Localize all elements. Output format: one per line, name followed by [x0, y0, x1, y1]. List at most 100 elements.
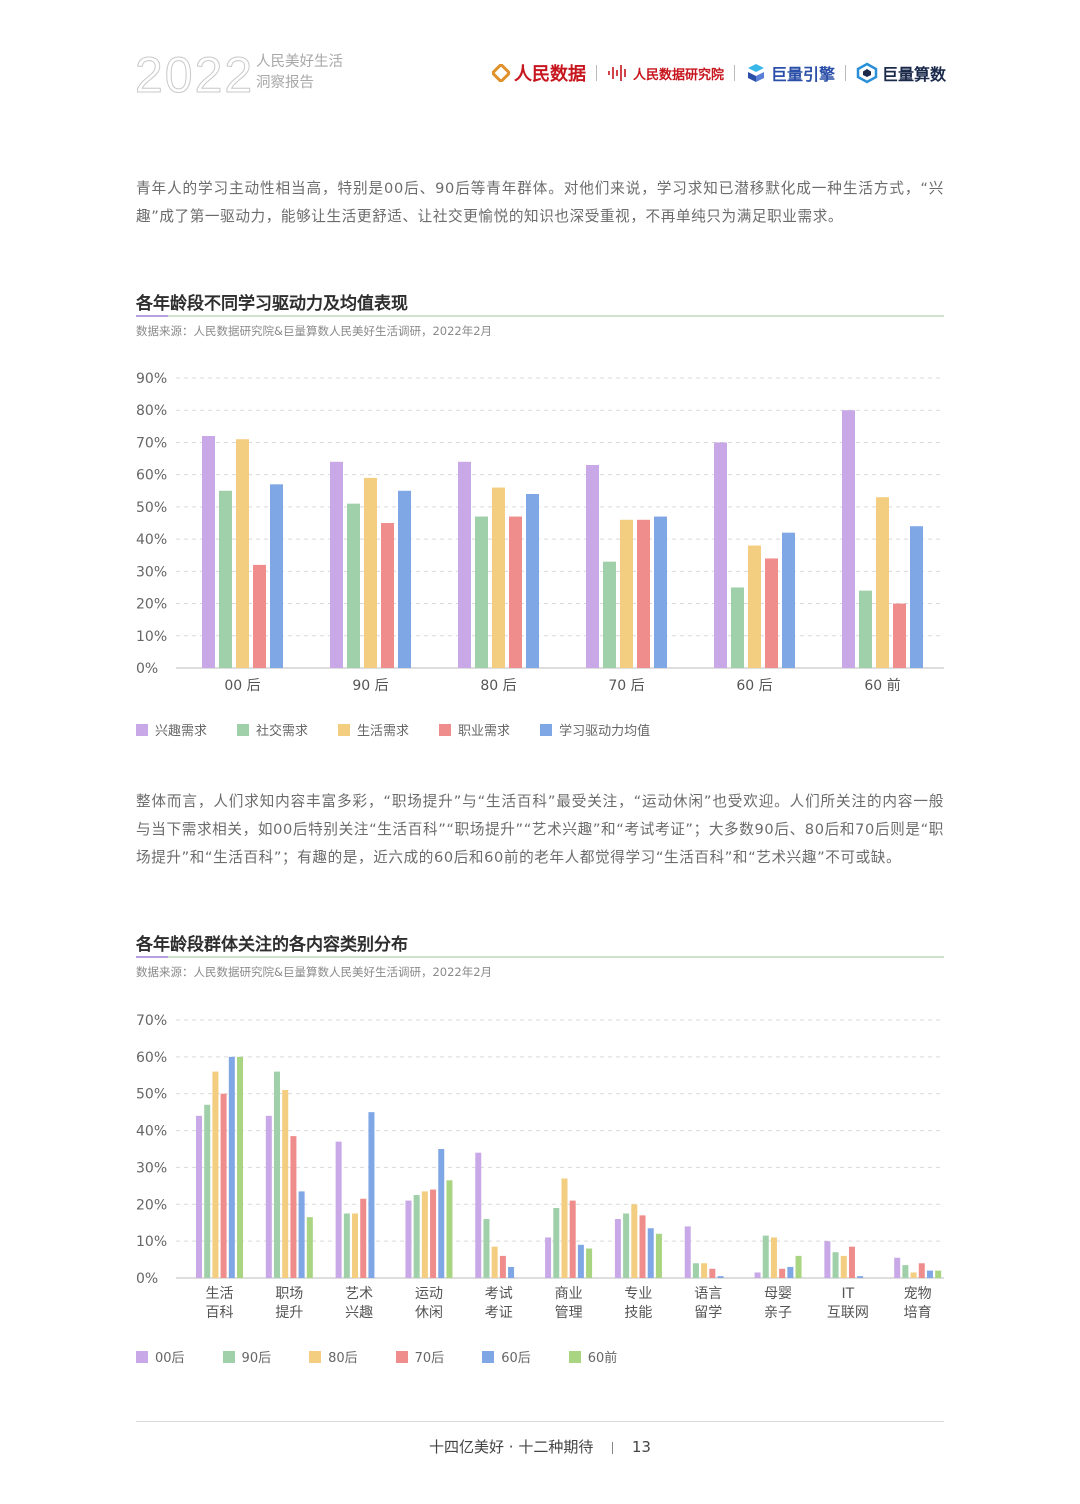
x-category-label: 培育	[904, 1305, 932, 1321]
bar	[236, 439, 249, 668]
page-footer: 十四亿美好 · 十二种期待 13	[0, 1436, 1080, 1457]
legend-swatch	[568, 1350, 581, 1363]
legend-label: 60后	[501, 1351, 531, 1366]
bar	[430, 1189, 437, 1278]
chart1-learning-drivers: 0% 10% 20% 30% 40% 50% 60% 70% 80% 90% 00 后 90 后 80 …	[136, 371, 944, 694]
x-category-label: 兴趣	[345, 1305, 373, 1321]
bar	[360, 1198, 367, 1278]
ocean-engine-logo-text: 巨量引擎	[770, 65, 835, 84]
bar	[204, 1104, 211, 1278]
y-tick-label: 0%	[136, 1271, 158, 1287]
bar	[202, 436, 215, 668]
legend-item: 00后	[136, 1347, 185, 1366]
y-tick-label: 40%	[136, 1124, 167, 1140]
bar	[282, 1090, 289, 1278]
bar	[228, 1056, 235, 1278]
x-category-label: IT	[842, 1286, 855, 1302]
y-tick-label: 60%	[136, 1050, 167, 1066]
y-tick-label: 60%	[136, 468, 167, 484]
bar	[603, 561, 616, 668]
legend-item: 60后	[482, 1347, 531, 1366]
bar	[709, 1268, 716, 1278]
bar	[270, 484, 283, 668]
report-title: 人民美好生活 洞察报告	[256, 52, 343, 94]
x-category-label: 60 前	[864, 677, 900, 694]
report-title-line-1: 人民美好生活	[256, 54, 343, 70]
bar	[577, 1244, 584, 1278]
y-tick-label: 90%	[136, 371, 167, 387]
legend-swatch	[540, 723, 553, 736]
bar	[876, 497, 889, 668]
bar	[508, 1266, 515, 1278]
bar	[859, 590, 872, 668]
x-category-label: 亲子	[764, 1305, 792, 1321]
legend-label: 90后	[241, 1351, 272, 1366]
bar	[684, 1226, 691, 1278]
bar	[421, 1191, 428, 1278]
bar	[492, 487, 505, 668]
ocean-calc-icon	[856, 62, 878, 84]
chart2-title-accent	[136, 956, 168, 958]
bar	[795, 1255, 802, 1278]
bar	[553, 1207, 560, 1278]
chart2-title-rule	[136, 956, 944, 958]
partner-logos: 人民数据 人民数据研究院 巨量引擎	[491, 58, 946, 88]
chart2-legend: 00后 90后 80后 70后 60后 60前	[136, 1347, 617, 1366]
chart1-title-accent	[136, 315, 168, 317]
bar	[910, 526, 923, 668]
y-tick-label: 40%	[136, 532, 167, 548]
legend-swatch	[222, 1350, 235, 1363]
bar	[754, 1272, 761, 1278]
legend-label: 学习驱动力均值	[559, 724, 651, 739]
x-category-label: 运动	[415, 1286, 443, 1302]
legend-item: 70后	[395, 1347, 444, 1366]
y-tick-label: 50%	[136, 1087, 167, 1103]
y-tick-label: 0%	[136, 661, 158, 677]
bar	[290, 1136, 297, 1278]
ocean-calc-logo: 巨量算数	[856, 61, 946, 85]
x-category-label: 考证	[485, 1305, 513, 1321]
people-data-logo-text: 人民数据	[513, 64, 586, 85]
bar	[623, 1213, 630, 1278]
x-category-label: 60 后	[736, 678, 772, 694]
bar	[692, 1263, 699, 1278]
legend-label: 60前	[587, 1351, 618, 1366]
bar	[364, 477, 377, 668]
institute-logo-text: 人民数据研究院	[632, 67, 724, 83]
bar	[483, 1219, 490, 1278]
legend-swatch	[136, 1350, 148, 1363]
legend-swatch	[338, 723, 351, 736]
legend-item: 职业需求	[439, 720, 510, 739]
bar	[918, 1263, 925, 1278]
y-tick-label: 50%	[136, 500, 167, 516]
x-category-label: 休闲	[415, 1305, 443, 1321]
bar	[265, 1115, 272, 1278]
bar	[779, 1268, 786, 1278]
bar	[787, 1266, 794, 1278]
bar	[274, 1071, 281, 1278]
page-number: 13	[631, 1438, 651, 1456]
ocean-engine-icon	[747, 64, 764, 82]
bar	[894, 1257, 901, 1278]
bar	[237, 1056, 243, 1278]
bar	[926, 1270, 933, 1278]
bar	[253, 564, 266, 668]
footer-text: 十四亿美好 · 十二种期待	[429, 1438, 594, 1456]
bar	[381, 523, 394, 668]
legend-label: 社交需求	[256, 724, 309, 739]
bar	[398, 490, 411, 668]
bar	[935, 1270, 942, 1278]
x-category-label: 语言	[694, 1286, 722, 1302]
bar	[330, 461, 343, 668]
bar	[832, 1252, 839, 1278]
bar	[438, 1149, 445, 1278]
bar	[714, 442, 727, 668]
middle-paragraph: 整体而言，人们求知内容丰富多彩，“职场提升”与“生活百科”最受关注，“运动休闲”…	[136, 793, 944, 866]
footer-rule	[136, 1421, 944, 1422]
x-category-label: 母婴	[764, 1286, 792, 1302]
bar	[717, 1276, 724, 1278]
bar	[731, 587, 744, 668]
y-tick-label: 80%	[136, 403, 167, 419]
bar	[569, 1200, 576, 1278]
logo-divider	[844, 65, 846, 81]
